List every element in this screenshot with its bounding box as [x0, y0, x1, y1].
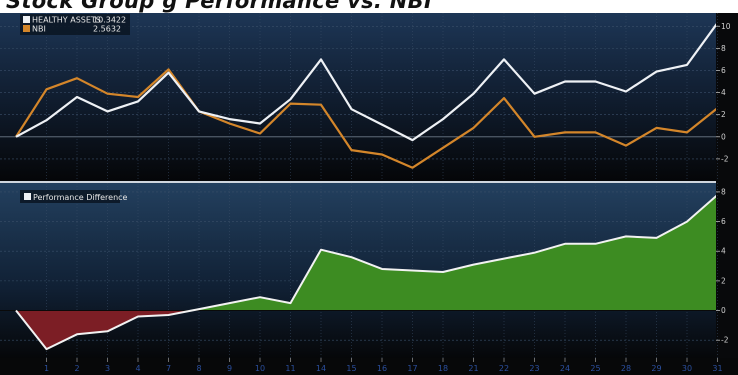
negative-area [16, 310, 192, 350]
bottom-y-tick-label: 4 [721, 247, 726, 256]
x-tick-label: 11 [285, 364, 295, 373]
top-y-tick-label: 6 [721, 66, 726, 75]
x-tick-label: 14 [316, 364, 326, 373]
x-tick-label: 23 [529, 364, 539, 373]
bottom-y-tick-label: 0 [721, 306, 726, 315]
x-axis: 1 2 3 4 7 8 9 10 11 14 15 16 17 18 21 22 23 24 25 28 29 30 31 [44, 358, 723, 373]
nbi-line [15, 68, 716, 169]
healthy-assets-line [15, 23, 716, 142]
top-y-tick-label: 2 [721, 110, 726, 119]
bottom-y-axis: 8 6 4 2 0 -2 [716, 187, 729, 345]
x-tick-label: 2 [74, 364, 79, 373]
top-y-tick-label: -2 [721, 154, 729, 163]
top-legend: HEALTHY ASSETS 10.3422 NBI 2.5632 [20, 14, 130, 35]
top-series-lines [15, 23, 716, 169]
x-tick-label: 7 [166, 364, 171, 373]
x-tick-label: 8 [196, 364, 201, 373]
top-y-tick-label: 0 [721, 132, 726, 141]
y-axis-strip [716, 13, 738, 358]
top-y-axis: 10 8 6 4 2 0 -2 [716, 22, 731, 163]
bottom-legend: Performance Difference [20, 190, 128, 203]
positive-area [16, 196, 716, 311]
x-tick-label: 30 [682, 364, 692, 373]
legend-value-nbi: 2.5632 [93, 25, 121, 34]
legend-swatch-performance-difference [24, 193, 31, 200]
performance-difference-area [0, 194, 716, 351]
x-tick-label: 9 [227, 364, 232, 373]
x-tick-label: 22 [499, 364, 509, 373]
bottom-y-tick-label: -2 [721, 336, 729, 345]
x-tick-label: 4 [135, 364, 140, 373]
performance-difference-line [15, 194, 716, 351]
legend-label-performance-difference: Performance Difference [33, 193, 128, 202]
top-y-tick-label: 4 [721, 88, 726, 97]
legend-swatch-healthy-assets [23, 16, 30, 23]
panel-divider [0, 181, 738, 183]
top-y-tick-label: 10 [721, 22, 731, 31]
x-tick-label: 29 [651, 364, 661, 373]
top-panel-background [0, 13, 738, 181]
page-title: Stock Group g Performance vs. NBI [6, 0, 433, 13]
legend-label-healthy-assets: HEALTHY ASSETS [32, 16, 101, 25]
legend-label-nbi: NBI [32, 25, 46, 34]
x-tick-label: 31 [712, 364, 722, 373]
legend-value-healthy-assets: 10.3422 [93, 16, 126, 25]
x-tick-label: 10 [255, 364, 265, 373]
x-tick-label: 15 [346, 364, 356, 373]
bottom-y-tick-label: 8 [721, 187, 726, 196]
top-y-tick-label: 8 [721, 44, 726, 53]
x-tick-label: 18 [438, 364, 448, 373]
x-tick-label: 1 [44, 364, 49, 373]
legend-swatch-nbi [23, 25, 30, 32]
x-tick-label: 16 [377, 364, 387, 373]
x-axis-strip [0, 358, 738, 375]
x-tick-label: 28 [621, 364, 631, 373]
x-tick-label: 3 [105, 364, 110, 373]
x-tick-label: 21 [468, 364, 478, 373]
x-tick-label: 24 [560, 364, 570, 373]
bottom-y-tick-label: 2 [721, 276, 726, 285]
x-tick-label: 25 [590, 364, 600, 373]
bottom-y-tick-label: 6 [721, 217, 726, 226]
x-tick-label: 17 [407, 364, 417, 373]
